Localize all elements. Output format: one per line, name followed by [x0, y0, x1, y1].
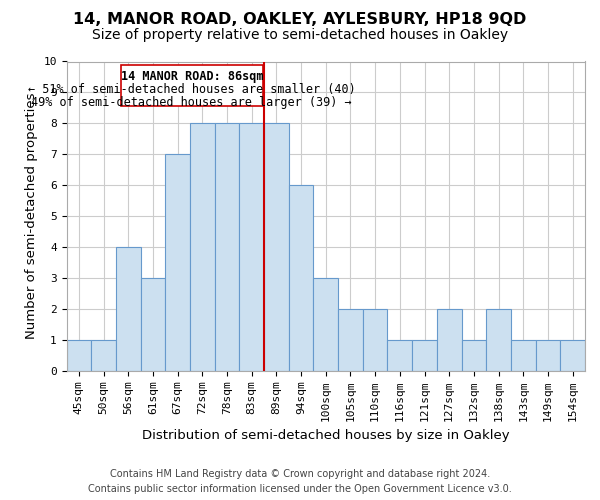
Text: 49% of semi-detached houses are larger (39) →: 49% of semi-detached houses are larger (… — [31, 96, 352, 108]
Y-axis label: Number of semi-detached properties: Number of semi-detached properties — [25, 93, 38, 340]
Bar — [289, 186, 313, 371]
Bar — [437, 309, 461, 371]
Bar — [215, 124, 239, 371]
Bar — [264, 124, 289, 371]
Bar — [239, 124, 264, 371]
Text: Contains HM Land Registry data © Crown copyright and database right 2024.
Contai: Contains HM Land Registry data © Crown c… — [88, 469, 512, 494]
Text: Size of property relative to semi-detached houses in Oakley: Size of property relative to semi-detach… — [92, 28, 508, 42]
Bar — [313, 278, 338, 371]
Text: ← 51% of semi-detached houses are smaller (40): ← 51% of semi-detached houses are smalle… — [28, 82, 356, 96]
Bar — [363, 309, 388, 371]
Bar — [388, 340, 412, 371]
Bar — [67, 340, 91, 371]
Bar — [190, 124, 215, 371]
Bar — [486, 309, 511, 371]
Text: 14 MANOR ROAD: 86sqm: 14 MANOR ROAD: 86sqm — [121, 70, 263, 83]
Bar — [412, 340, 437, 371]
Bar — [461, 340, 486, 371]
Bar — [140, 278, 165, 371]
Bar — [511, 340, 536, 371]
X-axis label: Distribution of semi-detached houses by size in Oakley: Distribution of semi-detached houses by … — [142, 430, 509, 442]
Bar — [536, 340, 560, 371]
Bar — [116, 247, 140, 371]
Bar — [338, 309, 363, 371]
Bar — [560, 340, 585, 371]
Text: 14, MANOR ROAD, OAKLEY, AYLESBURY, HP18 9QD: 14, MANOR ROAD, OAKLEY, AYLESBURY, HP18 … — [73, 12, 527, 28]
FancyBboxPatch shape — [121, 64, 263, 106]
Bar — [91, 340, 116, 371]
Bar — [165, 154, 190, 371]
